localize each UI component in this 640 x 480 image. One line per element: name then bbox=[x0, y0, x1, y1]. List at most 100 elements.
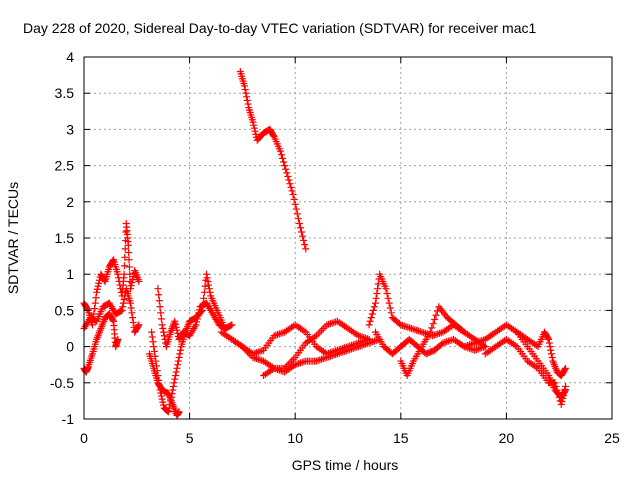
data-point-marker bbox=[284, 172, 292, 180]
data-point-marker bbox=[84, 305, 92, 313]
data-point-marker bbox=[554, 390, 562, 398]
data-point-marker bbox=[195, 309, 203, 317]
data-point-marker bbox=[429, 320, 437, 328]
data-point-marker bbox=[119, 303, 127, 311]
series-noon-track-c bbox=[260, 335, 384, 380]
data-point-marker bbox=[562, 364, 570, 372]
data-point-marker bbox=[559, 391, 567, 399]
tick-labels: 0 5 10 15 20 25 -1 -0.5 0 0.5 1 1.5 2 2.5 3 3.5 4 bbox=[50, 49, 620, 446]
data-point-marker bbox=[201, 282, 209, 290]
data-point-marker bbox=[387, 309, 395, 317]
y-tick-label: 1 bbox=[66, 266, 74, 282]
data-point-marker bbox=[100, 276, 108, 284]
data-point-marker bbox=[134, 322, 142, 330]
chart-title: Day 228 of 2020, Sidereal Day-to-day VTE… bbox=[23, 20, 536, 36]
data-point-marker bbox=[170, 379, 178, 387]
data-point-marker bbox=[562, 382, 570, 390]
data-point-marker bbox=[125, 256, 133, 264]
data-point-marker bbox=[302, 245, 310, 253]
series-evening-track-c bbox=[513, 328, 570, 380]
x-tick-label: 0 bbox=[80, 430, 88, 446]
axis-ticks bbox=[83, 56, 613, 420]
data-point-marker bbox=[126, 270, 134, 278]
data-point-marker bbox=[251, 127, 259, 135]
data-point-marker bbox=[285, 176, 293, 184]
data-point-marker bbox=[561, 385, 569, 393]
data-point-marker bbox=[173, 326, 181, 334]
data-point-marker bbox=[155, 291, 163, 299]
x-tick-label: 25 bbox=[604, 430, 620, 446]
data-point-marker bbox=[205, 281, 213, 289]
data-point-marker bbox=[244, 100, 252, 108]
data-point-marker bbox=[227, 321, 235, 329]
data-point-marker bbox=[129, 314, 137, 322]
data-point-marker bbox=[384, 294, 392, 302]
y-tick-label: 3 bbox=[66, 121, 74, 137]
y-tick-label: -1 bbox=[62, 411, 75, 427]
data-point-marker bbox=[276, 147, 284, 155]
data-point-marker bbox=[368, 310, 376, 318]
data-point-marker bbox=[192, 321, 200, 329]
data-point-marker bbox=[172, 368, 180, 376]
series-peak-track bbox=[236, 67, 310, 253]
data-point-marker bbox=[280, 158, 288, 166]
data-point-marker bbox=[149, 338, 157, 346]
data-point-marker bbox=[365, 321, 373, 329]
data-point-marker bbox=[385, 299, 393, 307]
x-axis-label: GPS time / hours bbox=[292, 457, 399, 473]
y-axis-label: SDTVAR / TECUs bbox=[5, 182, 21, 294]
data-point-marker bbox=[546, 343, 554, 351]
grid-lines bbox=[84, 57, 612, 419]
data-point-marker bbox=[366, 317, 374, 325]
data-point-marker bbox=[205, 285, 213, 293]
data-point-marker bbox=[125, 248, 133, 256]
data-point-marker bbox=[241, 82, 249, 90]
data-point-marker bbox=[552, 382, 560, 390]
data-point-marker bbox=[157, 392, 165, 400]
series-afternoon-track-c bbox=[397, 303, 489, 380]
data-point-marker bbox=[294, 215, 302, 223]
data-point-marker bbox=[120, 262, 128, 270]
data-point-marker bbox=[125, 263, 133, 271]
data-point-marker bbox=[169, 386, 177, 394]
data-point-marker bbox=[426, 328, 434, 336]
series-dip-track-b bbox=[145, 350, 183, 419]
data-point-marker bbox=[160, 332, 168, 340]
data-point-marker bbox=[150, 347, 158, 355]
data-point-marker bbox=[559, 394, 567, 402]
data-point-marker bbox=[372, 294, 380, 302]
data-point-marker bbox=[481, 343, 489, 351]
data-point-marker bbox=[160, 328, 168, 336]
data-point-marker bbox=[553, 386, 561, 394]
data-point-marker bbox=[558, 398, 566, 406]
data-point-marker bbox=[128, 309, 136, 317]
data-point-marker bbox=[117, 307, 125, 315]
data-point-marker bbox=[300, 236, 308, 244]
data-point-marker bbox=[121, 245, 129, 253]
data-point-marker bbox=[127, 304, 135, 312]
data-point-marker bbox=[291, 200, 299, 208]
data-point-marker bbox=[129, 318, 137, 326]
data-point-marker bbox=[286, 180, 294, 188]
data-point-marker bbox=[289, 191, 297, 199]
data-point-marker bbox=[150, 343, 158, 351]
data-point-marker bbox=[127, 282, 135, 290]
data-point-marker bbox=[171, 317, 179, 325]
data-point-marker bbox=[176, 346, 184, 354]
data-point-marker bbox=[94, 282, 102, 290]
data-point-marker bbox=[175, 408, 183, 416]
data-point-marker bbox=[121, 253, 129, 261]
data-point-marker bbox=[120, 296, 128, 304]
data-point-marker bbox=[156, 303, 164, 311]
data-point-marker bbox=[290, 195, 298, 203]
data-point-marker bbox=[195, 306, 203, 314]
x-tick-label: 10 bbox=[287, 430, 303, 446]
data-point-marker bbox=[158, 395, 166, 403]
y-tick-label: 0.5 bbox=[55, 302, 75, 318]
data-point-marker bbox=[292, 205, 300, 213]
data-point-marker bbox=[194, 312, 202, 320]
data-point-marker bbox=[126, 299, 134, 307]
data-point-marker bbox=[172, 320, 180, 328]
data-point-marker bbox=[301, 241, 309, 249]
